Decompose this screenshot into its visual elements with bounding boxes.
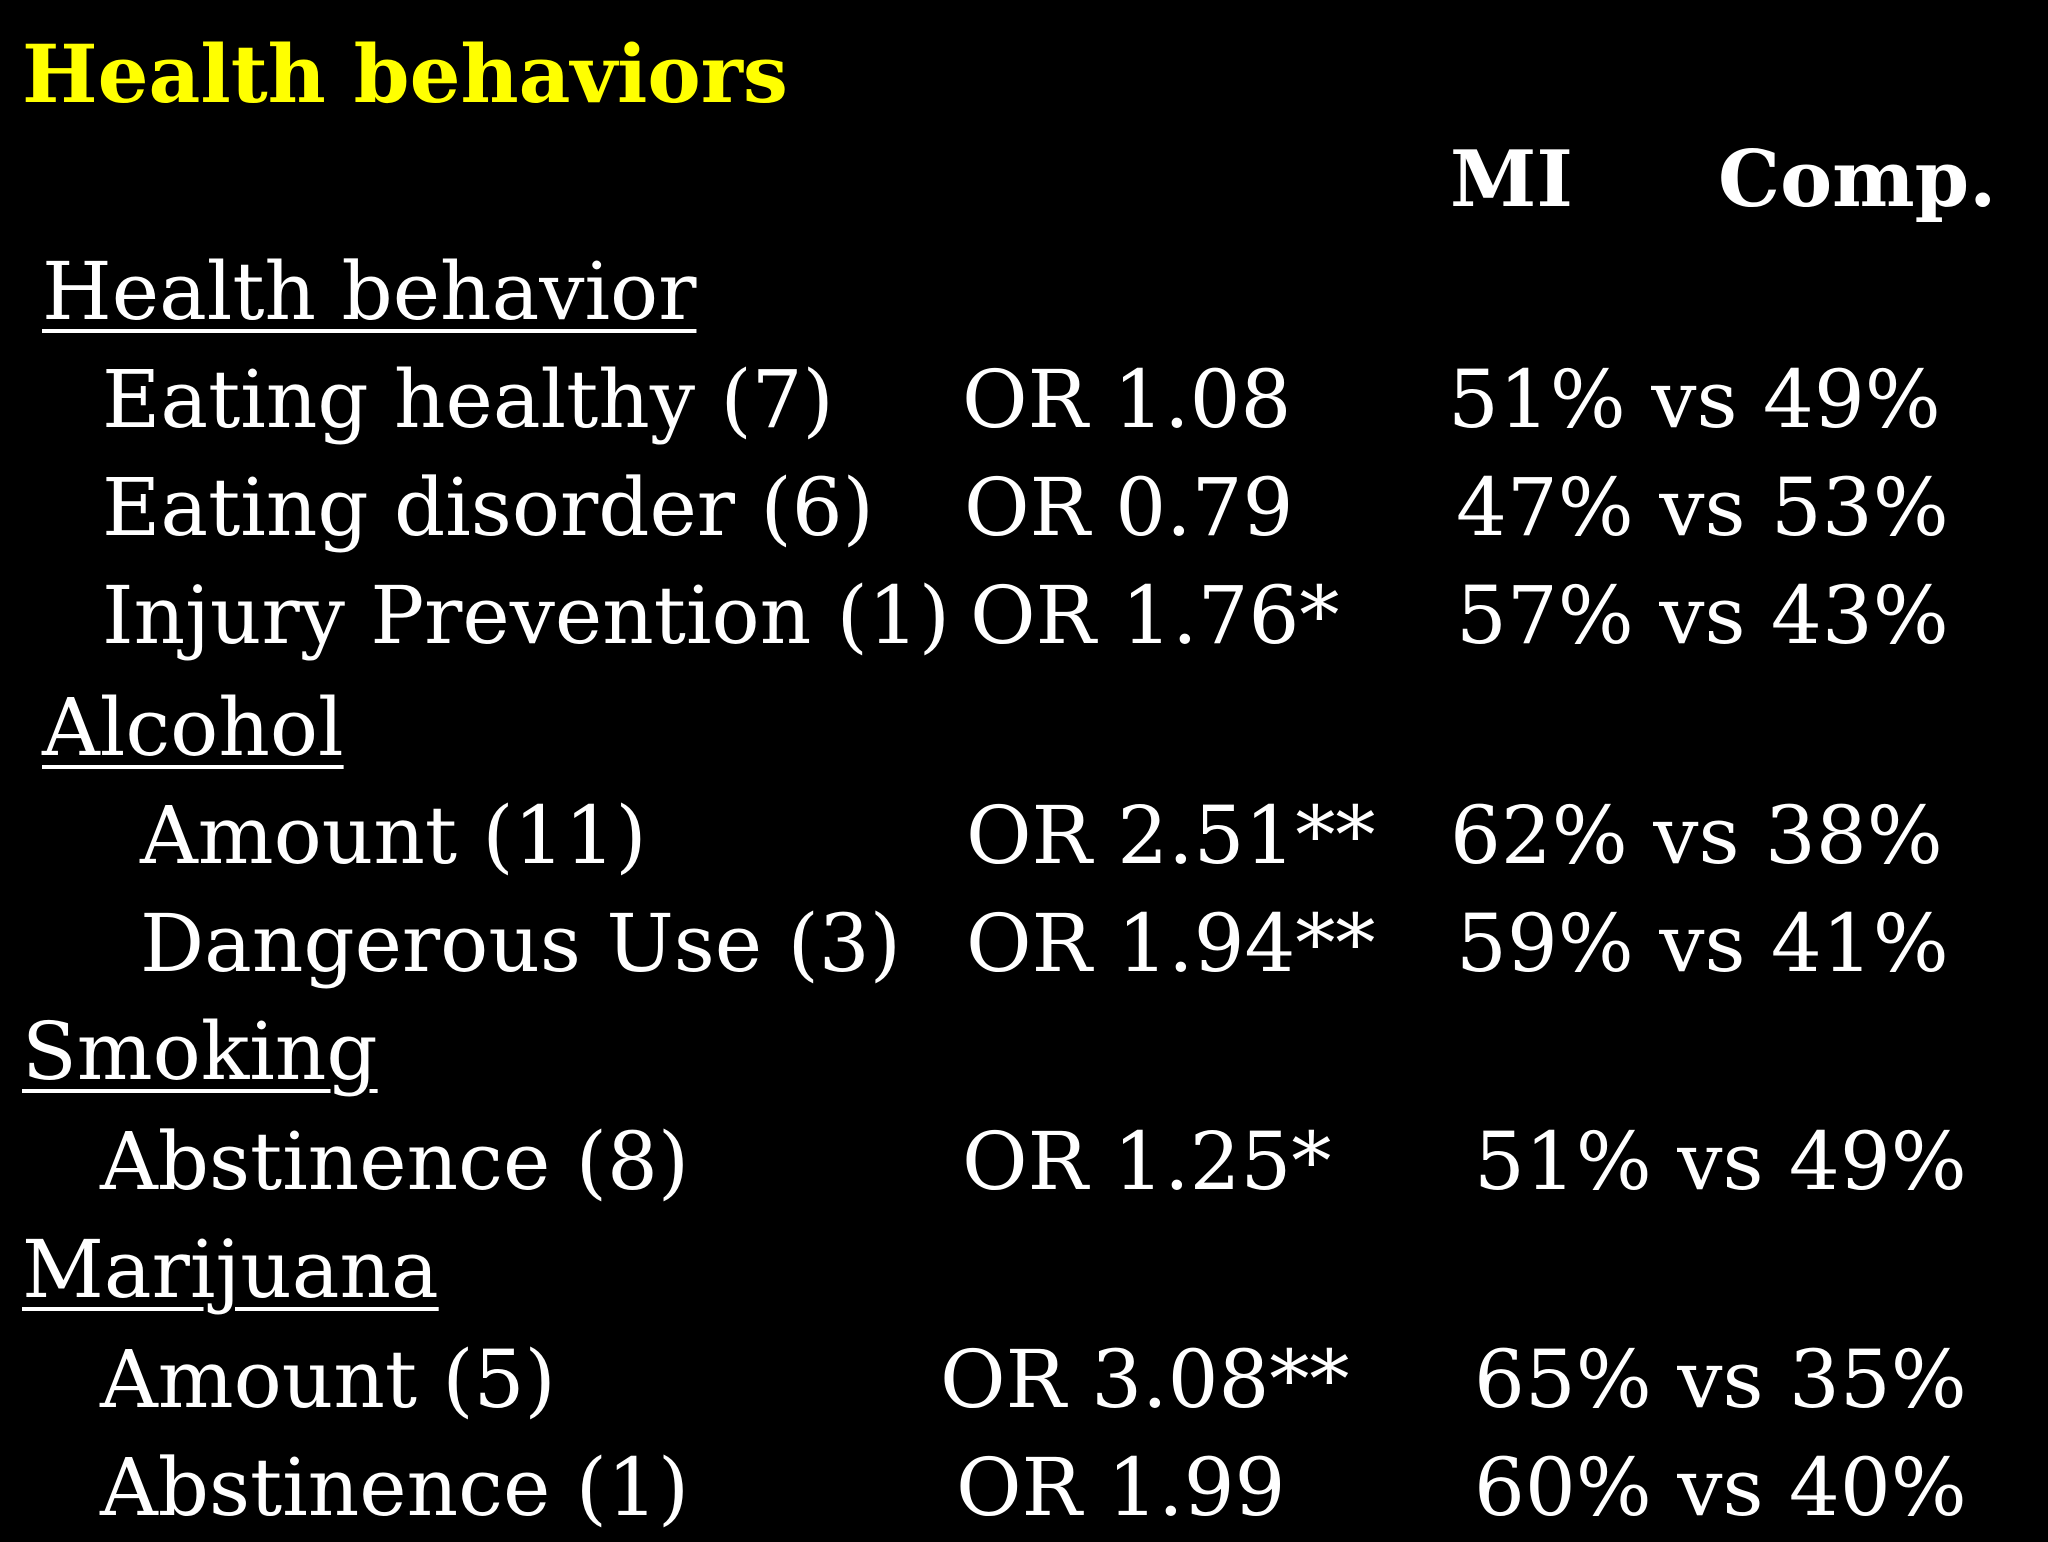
percent-comparison: 47% vs 53% <box>1456 461 1949 554</box>
odds-ratio: OR 3.08** <box>940 1333 1350 1426</box>
odds-ratio: OR 1.76* <box>970 569 1340 662</box>
odds-ratio: OR 1.99 <box>956 1441 1286 1534</box>
table-row: Eating disorder (6) OR 0.79 47% vs 53% <box>0 454 2048 562</box>
row-label: Eating healthy (7) <box>102 353 834 446</box>
percent-comparison: 65% vs 35% <box>1474 1333 1967 1426</box>
section-row: Smoking <box>0 998 2048 1106</box>
section-label: Health behavior <box>42 245 697 338</box>
percent-comparison: 62% vs 38% <box>1450 789 1943 882</box>
section-label: Marijuana <box>22 1223 439 1316</box>
row-label: Dangerous Use (3) <box>140 897 901 990</box>
section-row: Marijuana <box>0 1216 2048 1324</box>
percent-comparison: 60% vs 40% <box>1474 1441 1967 1534</box>
percent-comparison: 59% vs 41% <box>1456 897 1949 990</box>
column-header-mi: MI <box>1450 134 1573 225</box>
slide-title: Health behaviors <box>22 27 788 121</box>
row-label: Injury Prevention (1) <box>102 569 950 662</box>
table-row: Abstinence (8) OR 1.25* 51% vs 49% <box>0 1108 2048 1216</box>
column-header-comp: Comp. <box>1718 134 1997 225</box>
row-label: Amount (11) <box>140 789 647 882</box>
table-row: Amount (11) OR 2.51** 62% vs 38% <box>0 782 2048 890</box>
row-label: Eating disorder (6) <box>102 461 874 554</box>
table-row: Abstinence (1) OR 1.99 60% vs 40% <box>0 1434 2048 1542</box>
row-label: Abstinence (8) <box>100 1115 690 1208</box>
table-row: Injury Prevention (1) OR 1.76* 57% vs 43… <box>0 562 2048 670</box>
percent-comparison: 51% vs 49% <box>1448 353 1941 446</box>
table-row: Eating healthy (7) OR 1.08 51% vs 49% <box>0 346 2048 454</box>
odds-ratio: OR 1.94** <box>966 897 1376 990</box>
section-row: Health behavior <box>0 238 2048 346</box>
odds-ratio: OR 1.25* <box>962 1115 1332 1208</box>
odds-ratio: OR 0.79 <box>964 461 1294 554</box>
row-label: Amount (5) <box>100 1333 556 1426</box>
table-row: Dangerous Use (3) OR 1.94** 59% vs 41% <box>0 890 2048 998</box>
table-row: Amount (5) OR 3.08** 65% vs 35% <box>0 1326 2048 1434</box>
percent-comparison: 51% vs 49% <box>1474 1115 1967 1208</box>
row-label: Abstinence (1) <box>100 1441 690 1534</box>
section-label: Smoking <box>22 1005 378 1098</box>
percent-comparison: 57% vs 43% <box>1456 569 1949 662</box>
section-label: Alcohol <box>42 681 344 774</box>
odds-ratio: OR 1.08 <box>962 353 1292 446</box>
section-row: Alcohol <box>0 674 2048 782</box>
odds-ratio: OR 2.51** <box>966 789 1376 882</box>
